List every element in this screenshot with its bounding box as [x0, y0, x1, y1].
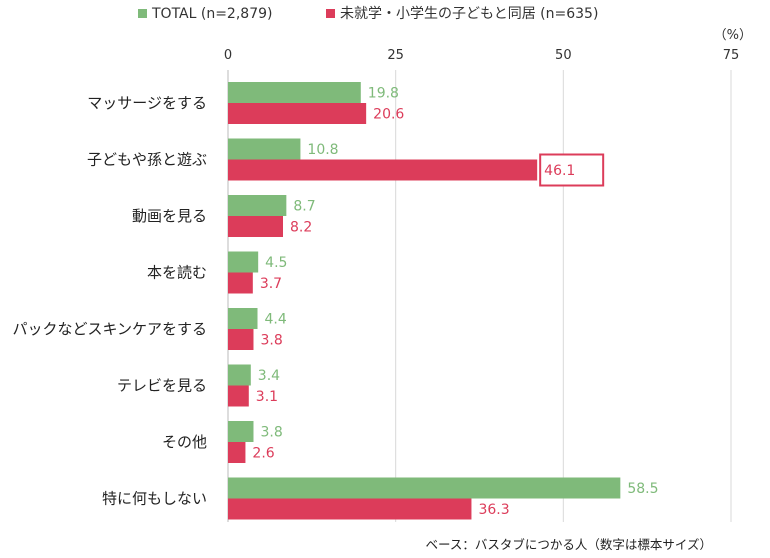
category-label-4: パックなどスキンケアをする [12, 320, 207, 338]
bar-s0-c4 [228, 308, 258, 329]
category-label-0: マッサージをする [87, 94, 207, 112]
bar-s0-c7 [228, 477, 621, 499]
bar-s0-c6 [228, 421, 254, 442]
bar-s1-c6 [228, 442, 246, 463]
legend-label-0: TOTAL (n=2,879) [151, 6, 272, 22]
bar-s1-c3 [228, 272, 253, 294]
x-axis-ticks: 0 25 50 75 [224, 48, 739, 63]
x-tick-label-50: 50 [555, 48, 572, 63]
value-label-s1-c0: 20.6 [373, 107, 404, 123]
bar-s1-c2 [228, 216, 283, 237]
value-label-s0-c1: 10.8 [307, 142, 338, 158]
x-tick-label-0: 0 [224, 48, 232, 63]
bar-s1-c4 [228, 329, 254, 350]
value-label-s1-c1: 46.1 [544, 163, 575, 179]
value-label-s0-c5: 3.4 [258, 368, 280, 384]
category-label-1: 子どもや孫と遊ぶ [87, 151, 207, 169]
category-labels: マッサージをする子どもや孫と遊ぶ動画を見る本を読むパックなどスキンケアをするテレ… [12, 94, 207, 508]
bar-s0-c1 [228, 138, 301, 160]
bar-s1-c1 [228, 159, 538, 181]
value-label-s1-c4: 3.8 [260, 333, 282, 349]
legend-label-1: 未就学・小学生の子どもと同居 (n=635) [340, 6, 598, 22]
bars [228, 82, 621, 520]
value-label-s1-c2: 8.2 [290, 220, 312, 236]
bar-s0-c2 [228, 195, 287, 216]
value-label-s0-c7: 58.5 [627, 481, 658, 497]
category-label-6: その他 [162, 433, 207, 451]
highlight-box [539, 153, 605, 187]
footnote: ベース：バスタブにつかる人（数字は標本サイズ） [425, 537, 712, 552]
value-labels: 19.8 20.6 10.8 46.1 8.7 8.2 4.5 3.7 4.4 3.8 3.4 3.1… [252, 86, 658, 519]
bar-s1-c5 [228, 385, 249, 407]
bar-s0-c5 [228, 364, 251, 386]
value-label-s1-c7: 36.3 [478, 502, 509, 518]
category-label-3: 本を読む [147, 264, 207, 282]
value-label-s0-c6: 3.8 [260, 425, 282, 441]
bar-s1-c0 [228, 103, 367, 124]
value-label-s1-c5: 3.1 [256, 389, 278, 405]
value-label-s0-c3: 4.5 [265, 255, 287, 271]
x-tick-label-25: 25 [387, 48, 404, 63]
bar-s0-c0 [228, 82, 361, 103]
unit-label: （%） [714, 28, 752, 43]
category-label-2: 動画を見る [132, 207, 207, 225]
value-label-s0-c4: 4.4 [265, 312, 287, 328]
value-label-s1-c3: 3.7 [260, 276, 282, 292]
value-label-s0-c0: 19.8 [368, 86, 399, 102]
x-tick-label-75: 75 [723, 48, 740, 63]
legend-swatch-0 [138, 9, 147, 18]
legend: TOTAL (n=2,879) 未就学・小学生の子どもと同居 (n=635) [138, 6, 598, 22]
bar-s0-c3 [228, 251, 259, 273]
category-label-7: 特に何もしない [102, 490, 207, 508]
value-label-s0-c2: 8.7 [293, 199, 315, 215]
legend-swatch-1 [326, 9, 335, 18]
category-label-5: テレビを見る [117, 377, 207, 395]
value-label-s1-c6: 2.6 [252, 446, 274, 462]
bar-s1-c7 [228, 498, 472, 520]
gridlines [227, 70, 732, 522]
